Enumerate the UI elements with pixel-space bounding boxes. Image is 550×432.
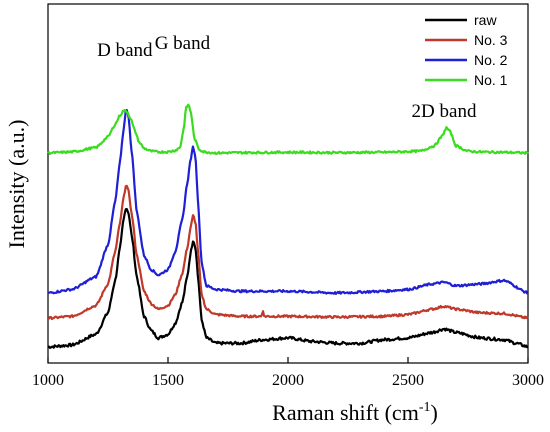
x-tick-label-2500: 2500 (392, 372, 424, 389)
x-tick-label-2000: 2000 (272, 372, 304, 389)
series-line-no-3 (47, 184, 529, 321)
legend-label-no-3: No. 3 (474, 32, 508, 48)
series-line-no-1 (47, 103, 529, 156)
x-axis-label: Raman shift (cm-1) (272, 400, 438, 425)
series-line-no-2 (47, 108, 529, 295)
x-axis-label-superscript: -1 (419, 400, 431, 415)
x-tick-label-1500: 1500 (152, 372, 184, 389)
legend-label-raw: raw (474, 12, 497, 28)
series-line-raw (47, 207, 529, 349)
x-axis-label-close: ) (430, 400, 437, 425)
annotation-g-band: G band (155, 33, 211, 54)
legend: raw No. 3 No. 2 No. 1 (425, 12, 508, 88)
annotation-d-band: D band (97, 40, 153, 61)
x-axis-label-main: Raman shift (cm (272, 400, 419, 425)
x-tick-label-1000: 1000 (32, 372, 64, 389)
annotation-2d-band: 2D band (412, 101, 477, 122)
x-tick-label-3000: 3000 (512, 372, 544, 389)
series-layer (47, 103, 529, 349)
y-axis-label: Intensity (a.u.) (4, 120, 29, 249)
legend-label-no-2: No. 2 (474, 52, 508, 68)
x-axis-ticks: 1000 1500 2000 2500 3000 (32, 357, 544, 389)
legend-label-no-1: No. 1 (474, 72, 508, 88)
annotation-layer: D band G band 2D band (97, 33, 477, 122)
